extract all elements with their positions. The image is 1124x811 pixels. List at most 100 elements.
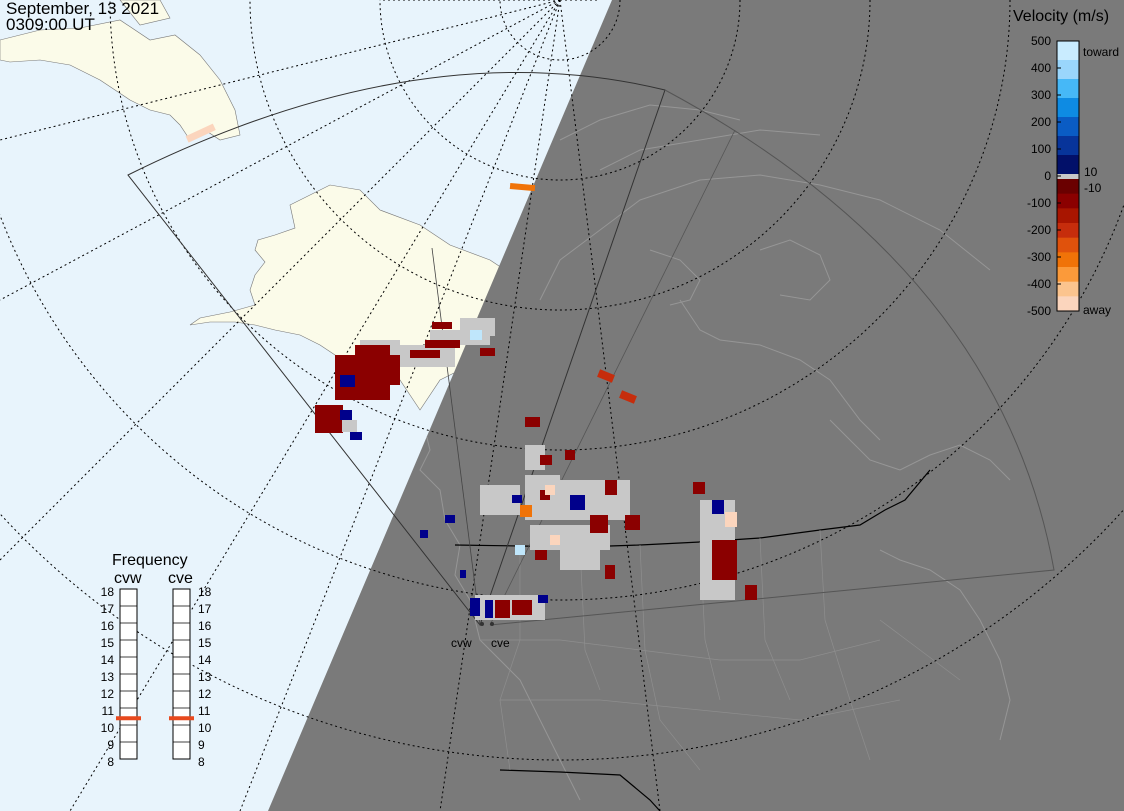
velocity-cell bbox=[520, 505, 532, 517]
no-scatter-cell bbox=[560, 550, 600, 570]
frequency-level-label-left: 17 bbox=[101, 602, 115, 616]
velocity-cell bbox=[590, 515, 608, 533]
colorbar-tick-label: 200 bbox=[1031, 115, 1051, 129]
frequency-level-label-right: 9 bbox=[198, 738, 205, 752]
frequency-level-label-left: 8 bbox=[107, 755, 114, 769]
velocity-cell bbox=[460, 570, 466, 578]
frequency-level-label-right: 18 bbox=[198, 585, 212, 599]
frequency-level-label-left: 9 bbox=[107, 738, 114, 752]
colorbar-strip-negative bbox=[1057, 223, 1079, 239]
cve-fov bbox=[489, 89, 1055, 626]
velocity-cell bbox=[565, 450, 575, 460]
scatter-cluster-near-radar bbox=[460, 570, 548, 620]
colorbar-tick-label: 0 bbox=[1044, 169, 1051, 183]
velocity-cell bbox=[340, 375, 355, 387]
negative-threshold-label: -10 bbox=[1084, 181, 1102, 195]
date-label: September, 13 2021 bbox=[6, 0, 160, 18]
velocity-cell bbox=[512, 600, 532, 615]
cve-site-label: cve bbox=[491, 636, 510, 650]
velocity-cell bbox=[515, 545, 525, 555]
velocity-cell bbox=[712, 540, 737, 580]
scatter-cluster-east bbox=[693, 482, 757, 600]
colorbar-ticks: 500 400 300 200 100 0 -100 -200 -300 -400 -500 bbox=[1027, 34, 1061, 318]
cve-site-marker bbox=[490, 622, 494, 626]
colorbar-strip-positive bbox=[1057, 79, 1079, 99]
velocity-cell bbox=[425, 340, 460, 348]
colorbar-strip-negative bbox=[1057, 281, 1079, 297]
frequency-level-label-right: 12 bbox=[198, 687, 212, 701]
colorbar-tick-label: -400 bbox=[1027, 277, 1051, 291]
positive-threshold-label: 10 bbox=[1084, 165, 1098, 179]
frequency-level-labels: 18 18 17 17 16 16 15 15 14 14 13 13 12 12 11 11 10 10 9 9 8 8 bbox=[101, 585, 212, 769]
frequency-gridlines bbox=[120, 605, 190, 760]
velocity-cell bbox=[525, 417, 540, 427]
frequency-level-label-right: 14 bbox=[198, 653, 212, 667]
colorbar-strip-negative bbox=[1057, 252, 1079, 268]
colorbar-tick-label: 400 bbox=[1031, 61, 1051, 75]
frequency-radar-label-cve: cve bbox=[168, 570, 193, 587]
night-coastlines bbox=[419, 104, 1011, 801]
colorbar-strip-negative bbox=[1057, 296, 1079, 312]
frequency-level-label-right: 10 bbox=[198, 721, 212, 735]
velocity-cell bbox=[315, 405, 343, 433]
frequency-level-label-right: 17 bbox=[198, 602, 212, 616]
colorbar-tick-label: -300 bbox=[1027, 250, 1051, 264]
velocity-cell bbox=[605, 480, 617, 495]
colorbar-tick-label: 300 bbox=[1031, 88, 1051, 102]
frequency-level-label-left: 15 bbox=[101, 636, 115, 650]
colorbar-strip-negative bbox=[1057, 237, 1079, 253]
scatter-cluster-central bbox=[420, 417, 640, 579]
colorbar-strip-positive bbox=[1057, 60, 1079, 80]
velocity-cell bbox=[509, 182, 536, 192]
velocity-cell bbox=[485, 600, 493, 618]
frequency-panel: Frequency cvw cve 18 18 17 17 16 16 15 15 14 14 13… bbox=[101, 552, 212, 769]
colorbar-strips bbox=[1057, 41, 1079, 312]
frequency-level-label-right: 13 bbox=[198, 670, 212, 684]
frequency-level-label-right: 11 bbox=[198, 704, 211, 718]
radar-sites: cvw cve bbox=[451, 622, 510, 650]
colorbar-tick-label: 100 bbox=[1031, 142, 1051, 156]
frequency-level-label-left: 18 bbox=[101, 585, 115, 599]
velocity-cell bbox=[605, 565, 615, 579]
colorbar-strip-positive bbox=[1057, 41, 1079, 61]
velocity-cell bbox=[550, 535, 560, 545]
velocity-cell bbox=[619, 390, 637, 404]
frequency-level-label-right: 15 bbox=[198, 636, 212, 650]
velocity-cell bbox=[470, 598, 480, 616]
frequency-level-label-left: 10 bbox=[101, 721, 115, 735]
velocity-scale-title: Velocity (m/s) bbox=[1013, 8, 1109, 25]
velocity-cell bbox=[538, 595, 548, 603]
away-label: away bbox=[1083, 303, 1111, 317]
no-scatter-cell bbox=[460, 318, 495, 336]
velocity-cell bbox=[410, 350, 440, 358]
velocity-cell bbox=[420, 530, 428, 538]
velocity-cell bbox=[432, 322, 452, 329]
state-lines bbox=[480, 529, 961, 771]
velocity-cell bbox=[540, 455, 552, 465]
velocity-cell bbox=[570, 495, 585, 510]
toward-label: toward bbox=[1083, 45, 1119, 59]
cvw-fov bbox=[127, 71, 666, 627]
frequency-title: Frequency bbox=[112, 552, 188, 569]
velocity-cell bbox=[693, 482, 705, 494]
frequency-level-label-right: 8 bbox=[198, 755, 205, 769]
colorbar-tick-label: -200 bbox=[1027, 223, 1051, 237]
colorbar-strip-positive bbox=[1057, 98, 1079, 118]
velocity-cell bbox=[350, 432, 362, 440]
cvw-site-label: cvw bbox=[451, 636, 472, 650]
colorbar-tick-label: 500 bbox=[1031, 34, 1051, 48]
colorbar-strip-negative bbox=[1057, 179, 1079, 195]
velocity-colorbar: Velocity (m/s) 500 400 300 200 100 0 -100 -200 -… bbox=[1013, 8, 1119, 318]
colorbar-strip-positive bbox=[1057, 117, 1079, 137]
velocity-cell bbox=[545, 485, 555, 495]
velocity-cell bbox=[340, 410, 352, 420]
colorbar-strip-negative bbox=[1057, 193, 1079, 209]
velocity-cell bbox=[380, 355, 400, 385]
colorbar-strip-negative bbox=[1057, 267, 1079, 283]
colorbar-strip-negative bbox=[1057, 208, 1079, 224]
colorbar-strip-positive bbox=[1057, 155, 1079, 175]
velocity-cell bbox=[745, 585, 757, 600]
velocity-cell bbox=[185, 123, 216, 143]
